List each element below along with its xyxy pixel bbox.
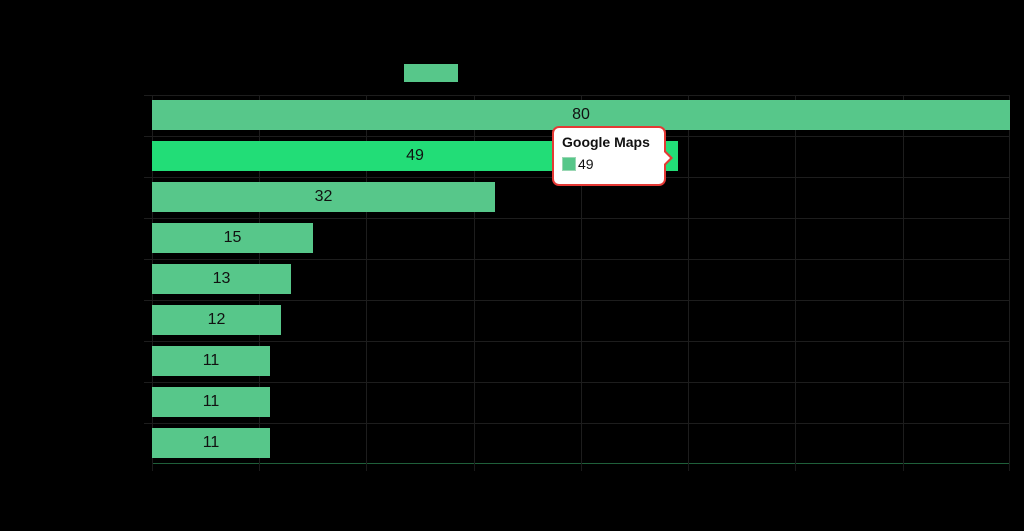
tooltip: Google Maps 49 (552, 126, 673, 186)
y-axis-label: Google Maps (64, 148, 142, 163)
gridline (144, 259, 1010, 260)
x-tick-label: 30 (467, 481, 481, 495)
legend[interactable]: Share of respondents (404, 64, 600, 82)
x-tick-label: 40 (574, 481, 588, 495)
x-tick (795, 463, 796, 471)
gridline (144, 341, 1010, 342)
y-axis-label: Facebook (84, 189, 142, 204)
bar-apple-maps[interactable]: 13 (152, 264, 291, 294)
x-tick-label: 10 (252, 481, 266, 495)
bar-value-label: 11 (202, 352, 220, 369)
x-tick (903, 463, 904, 471)
x-tick (259, 463, 260, 471)
x-tick (366, 463, 367, 471)
legend-label[interactable]: Share of respondents (466, 65, 600, 81)
y-axis-label: ChatGPT (87, 435, 142, 450)
bar-value-label: 11 (202, 434, 220, 451)
bar-value-label: 13 (212, 270, 231, 287)
tooltip-title: Google Maps (562, 134, 650, 150)
gridline (144, 300, 1010, 301)
gridline (688, 95, 689, 463)
y-axis-label: Yelp (117, 312, 142, 327)
x-tick-label: 60 (788, 481, 802, 495)
tooltip-row: 49 (562, 156, 656, 172)
gridline (1009, 95, 1010, 463)
legend-swatch[interactable] (404, 64, 458, 82)
x-tick (688, 463, 689, 471)
bar-value-label: 32 (314, 188, 333, 205)
gridline (144, 218, 1010, 219)
x-tick (1009, 463, 1010, 471)
x-tick-label: 0 (148, 481, 156, 495)
gridline (144, 382, 1010, 383)
y-axis-label: TikTok (104, 230, 142, 245)
y-axis-label: Apple Maps (73, 271, 142, 286)
tooltip-value: 49 (578, 156, 594, 172)
gridline (366, 95, 367, 463)
bar-value-label: 11 (202, 393, 220, 410)
x-tick-label: 50 (681, 481, 695, 495)
bar-reddit[interactable]: 11 (152, 387, 270, 417)
bar-tiktok[interactable]: 15 (152, 223, 313, 253)
gridline (144, 95, 1010, 96)
x-tick-label: 70 (896, 481, 910, 495)
x-tick (152, 463, 153, 471)
chart-title: Top channels for finding local businesse… (330, 12, 694, 34)
bar-value-label: 12 (207, 311, 226, 328)
gridline (474, 95, 475, 463)
gridline (581, 95, 582, 463)
x-tick (581, 463, 582, 471)
gridline (795, 95, 796, 463)
bar-google-search[interactable]: 80 (152, 100, 1010, 130)
bar-facebook[interactable]: 32 (152, 182, 495, 212)
bar-value-label: 15 (223, 229, 242, 246)
gridline (903, 95, 904, 463)
bar-bing[interactable]: 11 (152, 346, 270, 376)
bar-value-label: 80 (572, 106, 590, 123)
y-axis-label: Reddit (104, 394, 142, 409)
tooltip-swatch (562, 157, 576, 171)
bar-chatgpt[interactable]: 11 (152, 428, 270, 458)
bar-value-label: 49 (406, 147, 424, 164)
bar-yelp[interactable]: 12 (152, 305, 281, 335)
y-axis-label: Google Search (55, 107, 142, 122)
x-tick-label: 20 (359, 481, 373, 495)
x-tick (474, 463, 475, 471)
x-tick-label: 80 (1002, 481, 1016, 495)
gridline (144, 423, 1010, 424)
y-axis-label: Bing (115, 353, 142, 368)
